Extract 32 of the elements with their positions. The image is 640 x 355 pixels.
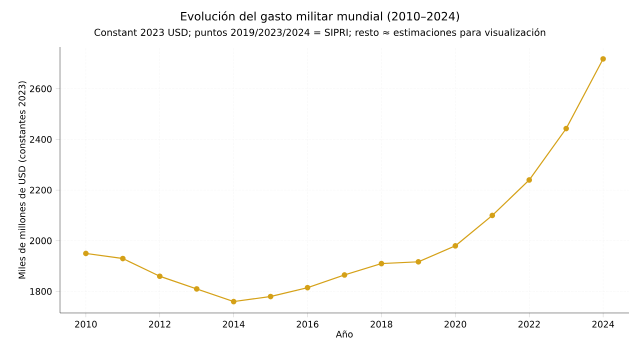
point (342, 272, 348, 278)
y-tick-label: 2000 (30, 237, 52, 244)
point (120, 256, 126, 262)
point (194, 286, 200, 292)
point (416, 259, 422, 265)
x-axis-title: Año (336, 330, 353, 338)
point (378, 260, 384, 266)
x-tick-label: 2022 (518, 320, 540, 328)
point (600, 56, 606, 62)
x-tick-label: 2018 (370, 320, 392, 328)
y-tick-label: 2400 (30, 136, 52, 143)
chart-title: Evolución del gasto militar mundial (2010–2024) (181, 11, 460, 23)
y-axis-title: Miles de millones de USD (constantes 2023) (18, 81, 26, 279)
point (83, 250, 89, 256)
point (489, 212, 496, 218)
point (156, 273, 163, 280)
x-tick-label: 2012 (148, 320, 170, 328)
point (526, 177, 532, 183)
y-tick-label: 1800 (30, 288, 52, 295)
x-tick-label: 2010 (75, 320, 97, 328)
point (563, 126, 569, 132)
point (452, 243, 458, 249)
x-tick-label: 2020 (444, 320, 466, 328)
y-tick-label: 2200 (30, 186, 52, 194)
x-tick-label: 2024 (592, 320, 614, 328)
point (268, 294, 274, 300)
x-tick-label: 2016 (296, 320, 318, 328)
y-tick-label: 2600 (30, 85, 52, 92)
x-tick-label: 2014 (222, 320, 245, 328)
point (230, 298, 236, 304)
chart-subtitle: Constant 2023 USD; puntos 2019/2023/2024 = SIPRI; resto ≈ estimaciones para visualización (94, 28, 546, 38)
point (304, 284, 310, 290)
